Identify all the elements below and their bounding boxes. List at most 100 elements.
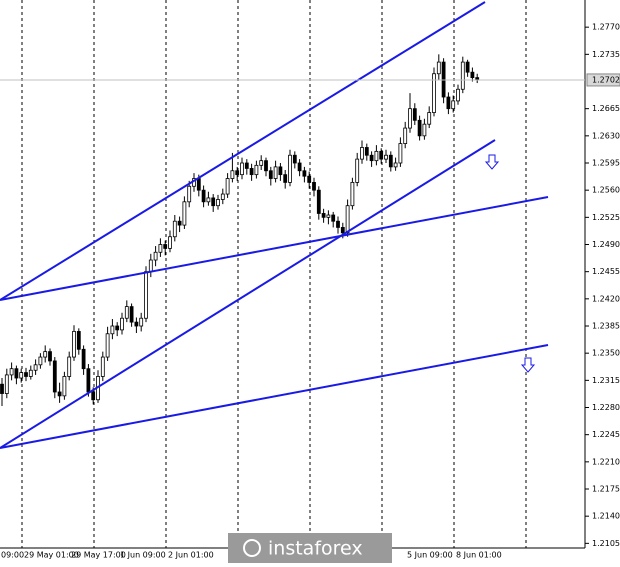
watermark-logo	[243, 539, 261, 557]
x-tick-label: 29 May 17:00	[71, 551, 126, 560]
candle-body	[235, 170, 240, 176]
vertical-grid	[21, 0, 527, 548]
y-tick-label: 1.2770	[592, 23, 620, 32]
y-tick-label: 1.2315	[592, 376, 620, 385]
candle-body	[398, 143, 403, 164]
candle-body	[144, 271, 148, 319]
y-tick-label: 1.2245	[592, 430, 620, 439]
current-price-box	[586, 73, 620, 87]
candle-body	[100, 356, 105, 377]
candle-body	[72, 331, 76, 358]
candle-body	[379, 150, 384, 160]
candle-body	[225, 178, 230, 195]
candle-body	[62, 376, 67, 397]
candle-body	[249, 168, 254, 176]
y-tick-label: 1.2490	[592, 240, 620, 249]
candle-body	[292, 154, 297, 164]
candle-body	[182, 201, 187, 226]
candle-body	[331, 214, 336, 222]
candle-body	[360, 147, 364, 160]
y-tick-label: 1.2280	[592, 403, 620, 412]
candle-body	[417, 119, 422, 137]
watermark-box	[228, 533, 392, 563]
candle-body	[129, 306, 134, 323]
candle-body	[412, 108, 417, 121]
candle-body	[163, 244, 168, 249]
candle-body	[0, 383, 4, 394]
candle-body	[470, 71, 475, 79]
candle-body	[432, 73, 436, 113]
trend-line	[0, 344, 549, 449]
candle-body	[216, 199, 220, 207]
candle-body	[278, 166, 283, 176]
x-tick-label: 8 Jun 01:00	[456, 551, 502, 560]
candle-body	[264, 160, 268, 172]
trend-line	[0, 1, 486, 301]
candle-body	[134, 321, 139, 327]
y-tick-label: 1.2350	[592, 349, 620, 358]
candle-body	[38, 356, 43, 366]
candle-body	[369, 154, 374, 162]
candle-body	[86, 368, 91, 393]
candle-body	[316, 189, 321, 214]
candle-body	[48, 351, 52, 362]
candle-body	[336, 220, 340, 228]
watermark: instaforex	[228, 533, 392, 563]
x-tick-label: 09:00	[1, 551, 24, 560]
candle-body	[244, 162, 249, 169]
candle-body	[220, 193, 225, 200]
candle-body	[211, 197, 216, 207]
watermark-text: instaforex	[268, 538, 363, 560]
candle-body	[206, 197, 211, 203]
y-tick-label: 1.2630	[592, 131, 620, 140]
y-tick-label: 1.2595	[592, 159, 620, 168]
candle-body	[240, 162, 244, 176]
candle-body	[196, 178, 201, 191]
candle-body	[33, 364, 38, 371]
x-tick-label: 1 Jun 09:00	[120, 551, 166, 560]
candle-body	[355, 158, 360, 183]
down-arrow	[520, 357, 536, 373]
candle-body	[259, 160, 264, 166]
candle-body	[283, 174, 288, 183]
y-tick-label: 1.2525	[592, 213, 620, 222]
trend-lines	[0, 1, 549, 449]
candle-body	[57, 391, 62, 397]
candle-body	[76, 331, 81, 350]
candle-body	[465, 61, 470, 73]
candle-body	[297, 162, 302, 172]
y-tick-label: 1.2140	[592, 512, 620, 521]
candle-body	[24, 372, 28, 377]
candle-body	[427, 112, 432, 125]
candle-body	[28, 369, 33, 377]
candle-body	[139, 317, 144, 327]
down-arrow	[484, 154, 500, 170]
candle-body	[158, 244, 163, 253]
candle-body	[110, 325, 115, 335]
candle-body	[312, 182, 316, 191]
candle-body	[374, 150, 379, 162]
candle-body	[124, 306, 129, 319]
candle-body	[14, 368, 19, 379]
trend-line	[0, 196, 549, 301]
y-tick-label: 1.2735	[592, 50, 620, 59]
time-labels: 09:00 29 May 01:00 29 May 17:00 1 Jun 09…	[1, 551, 502, 560]
candle-body	[273, 166, 278, 179]
candle-body	[302, 170, 307, 177]
candle-body	[120, 317, 124, 331]
candle-body	[148, 259, 153, 273]
candle-body	[436, 61, 441, 75]
candle-body	[43, 351, 48, 358]
trend-line	[0, 139, 496, 449]
y-tick-label: 1.2105	[592, 539, 620, 548]
candle-body	[451, 100, 456, 110]
candle-body	[364, 147, 369, 156]
candle-body	[340, 227, 345, 234]
y-tick-label: 1.2420	[592, 294, 620, 303]
x-tick-label: 29 May 01:00	[24, 551, 79, 560]
price-axis: 1.2770 1.2735 1.2665 1.2630 1.2595 1.2560 1.25…	[585, 23, 620, 548]
candle-body	[408, 108, 412, 129]
candle-body	[393, 162, 398, 168]
candle-body	[388, 154, 393, 168]
